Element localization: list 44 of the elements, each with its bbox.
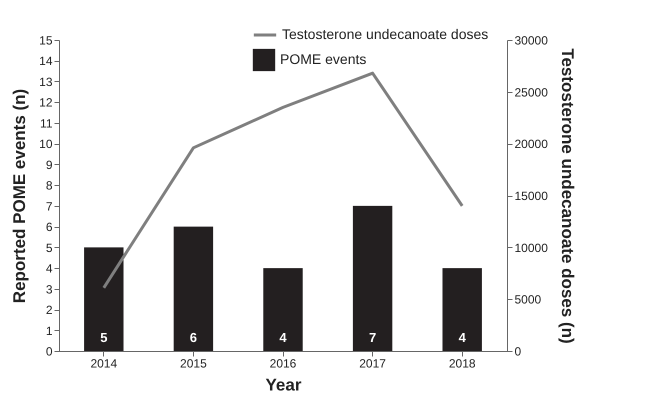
y2-tick-label: 25000 xyxy=(514,85,548,100)
x-tick-label: 2017 xyxy=(359,356,386,370)
y2-tick-label: 20000 xyxy=(514,137,548,152)
y-axis-title: Reported POME events (n) xyxy=(10,88,30,304)
bar xyxy=(263,268,303,351)
y-tick-label: 0 xyxy=(46,344,53,358)
y-tick-label: 1 xyxy=(46,324,53,338)
bar xyxy=(352,206,392,351)
y-tick-label: 11 xyxy=(40,116,53,130)
legend-label: POME events xyxy=(280,51,366,67)
y-tick-label: 7 xyxy=(46,199,53,214)
y2-tick-label: 10000 xyxy=(514,240,548,255)
y2-axis-title: Testosterone undecanoate doses (n) xyxy=(558,48,577,344)
y-tick-label: 6 xyxy=(46,220,53,234)
data-label: 4 xyxy=(279,330,288,345)
y-tick-label: 2 xyxy=(46,303,53,318)
y-tick-label: 5 xyxy=(46,240,53,255)
y2-tick-label: 5000 xyxy=(514,292,542,307)
y-tick-label: 4 xyxy=(46,262,53,276)
data-label: 5 xyxy=(100,330,108,345)
y-tick-label: 10 xyxy=(39,137,53,152)
y-tick-label: 8 xyxy=(46,178,53,193)
y2-tick-label: 0 xyxy=(514,344,522,358)
line-series xyxy=(102,72,464,290)
x-tick-label: 2015 xyxy=(180,356,208,370)
x-axis-title: Year xyxy=(266,376,302,394)
data-label: 6 xyxy=(190,330,198,345)
y-tick-label: 13 xyxy=(39,74,53,89)
data-label: 7 xyxy=(368,330,376,345)
y-tick-label: 15 xyxy=(39,34,53,48)
data-label: 4 xyxy=(458,330,467,345)
x-tick-label: 2016 xyxy=(270,356,297,370)
y2-tick-label: 30000 xyxy=(514,34,548,48)
y-tick-label: 9 xyxy=(46,158,53,172)
bar xyxy=(84,247,124,351)
y2-tick-label: 15000 xyxy=(514,189,548,203)
y-tick-label: 12 xyxy=(39,96,53,110)
legend-label: Testosterone undecanoate doses xyxy=(282,26,488,42)
bar xyxy=(174,226,214,351)
bar xyxy=(442,268,482,351)
x-tick-label: 2018 xyxy=(448,356,476,370)
y-tick-label: 3 xyxy=(46,282,53,296)
x-tick-label: 2014 xyxy=(90,356,118,370)
y-tick-label: 14 xyxy=(39,54,53,68)
